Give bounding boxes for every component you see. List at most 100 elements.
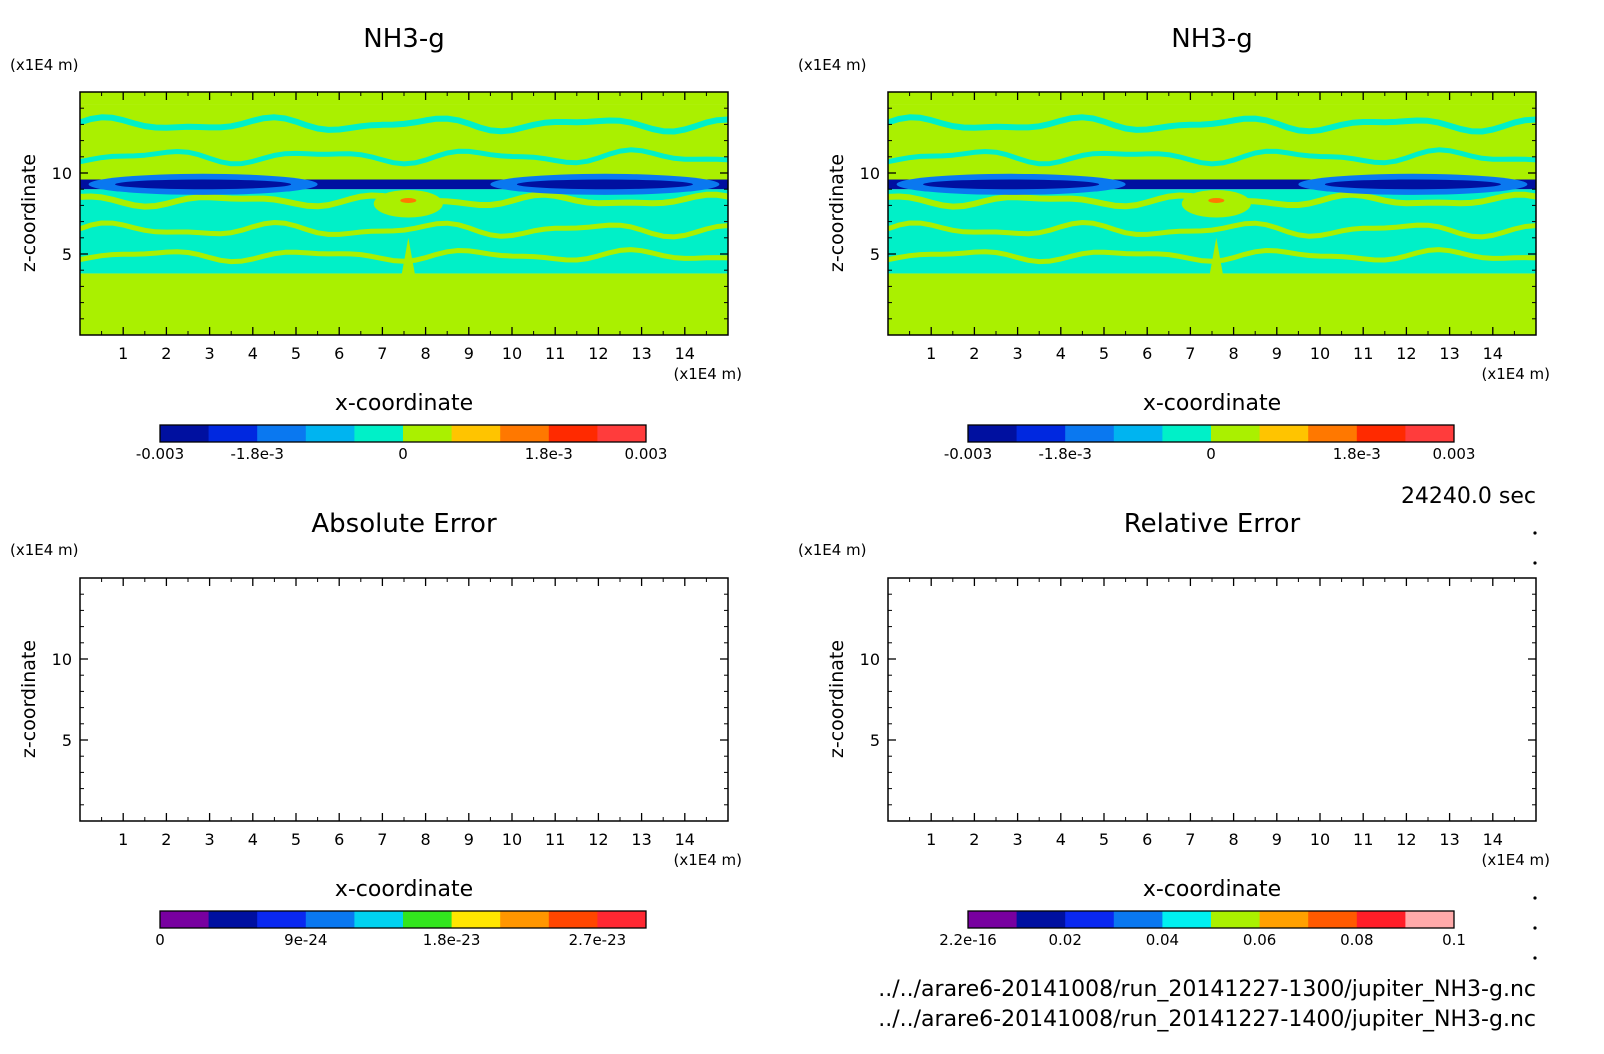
colorbar-tick-label: 0.003 [1433, 445, 1476, 463]
x-ticks: 1 2 3 4 5 6 7 8 9 10 11 12 13 14 [909, 92, 1515, 363]
colorbar-tick-label: 1.8e-23 [423, 931, 481, 949]
x-tick-label: 12 [1396, 830, 1416, 849]
minimum-region [115, 179, 292, 190]
colorbar: 2.2e-16 0.02 0.04 0.06 0.08 0.1 [939, 910, 1466, 949]
colorbar-segment [1162, 911, 1212, 928]
x-ticks: 1 2 3 4 5 6 7 8 9 10 11 12 13 14 [909, 578, 1515, 849]
contour-filament [80, 114, 728, 135]
colorbar-segment [548, 911, 598, 928]
separator-dots [1533, 531, 1537, 960]
colorbar: -0.003 -1.8e-3 0 1.8e-3 0.003 [136, 424, 668, 463]
x-tick-label: 1 [926, 830, 936, 849]
x-tick-label: 13 [1439, 830, 1459, 849]
colorbar-segment [1308, 425, 1358, 442]
colorbar-tick-label: 0.08 [1340, 931, 1373, 949]
x-tick-label: 9 [464, 830, 474, 849]
x-unit-label: (x1E4 m) [1481, 851, 1550, 869]
x-tick-label: 2 [969, 830, 979, 849]
x-tick-label: 3 [1013, 830, 1023, 849]
x-tick-label: 12 [588, 344, 608, 363]
colorbar-tick-label: 0 [155, 931, 165, 949]
x-tick-label: 10 [502, 344, 522, 363]
y-tick-label: 5 [870, 245, 880, 264]
x-tick-label: 12 [1396, 344, 1416, 363]
panel-nh3-left: NH3-g (x1E4 m) 1 2 3 4 5 6 7 8 9 10 11 12 13 14 510 (… [10, 24, 742, 463]
x-ticks: 1 2 3 4 5 6 7 8 9 10 11 12 13 14 [101, 92, 707, 363]
colorbar-segment [1211, 911, 1261, 928]
x-tick-label: 1 [926, 344, 936, 363]
x-tick-label: 7 [377, 830, 387, 849]
colorbar-segment [968, 425, 1018, 442]
colorbar-segment [354, 425, 404, 442]
x-tick-label: 9 [1272, 830, 1282, 849]
separator-dot [1533, 926, 1537, 930]
x-tick-label: 3 [205, 830, 215, 849]
colorbar-frame [159, 424, 647, 443]
file-path-1: ../../arare6-20141008/run_20141227-1300/… [878, 977, 1536, 1002]
x-unit-label: (x1E4 m) [673, 365, 742, 383]
y-axis-label: z-coordinate [826, 640, 848, 758]
colorbar-segment [1065, 425, 1115, 442]
colorbar-segment [1065, 911, 1115, 928]
x-tick-label: 1 [118, 344, 128, 363]
x-tick-label: 13 [631, 830, 651, 849]
colorbar-segment [1113, 911, 1163, 928]
x-tick-label: 2 [161, 830, 171, 849]
panel-absolute-error: Absolute Error (x1E4 m) 1 2 3 4 5 6 7 8 9 10 11 12 1… [10, 509, 742, 949]
y-tick-label: 5 [62, 731, 72, 750]
colorbar-tick-label: 0 [1206, 445, 1216, 463]
colorbar-tick-label: 0.003 [625, 445, 668, 463]
x-tick-label: 4 [1056, 830, 1066, 849]
x-tick-label: 13 [1439, 344, 1459, 363]
panel-relative-error: Relative Error (x1E4 m) 1 2 3 4 5 6 7 8 9 10 11 12 1… [798, 509, 1550, 949]
colorbar-segment [1356, 911, 1406, 928]
colorbar-tick-label: -1.8e-3 [1038, 445, 1091, 463]
y-ticks: 5 10 [52, 593, 728, 806]
colorbar-segment [1162, 425, 1212, 442]
x-tick-label: 9 [464, 344, 474, 363]
minimum-region [516, 179, 693, 190]
x-tick-label: 8 [421, 344, 431, 363]
y-unit-label: (x1E4 m) [798, 541, 867, 559]
colorbar: 0 9e-24 1.8e-23 2.7e-23 [155, 910, 647, 949]
x-tick-label: 1 [118, 830, 128, 849]
colorbar-segment [1113, 425, 1163, 442]
y-tick-label: 10 [52, 650, 72, 669]
x-tick-label: 11 [1353, 830, 1373, 849]
colorbar-segment [354, 911, 404, 928]
colorbar-tick-label: 2.7e-23 [569, 931, 627, 949]
minimum-region [1324, 179, 1501, 190]
x-tick-label: 7 [1185, 830, 1195, 849]
colorbar-segment [1016, 911, 1066, 928]
contour-filament [80, 127, 728, 153]
colorbar-segment [208, 911, 258, 928]
colorbar-segment [160, 425, 210, 442]
panel-nh3-right: NH3-g (x1E4 m) 1 2 3 4 5 6 7 8 9 10 11 12 13 14 510 (… [798, 24, 1550, 463]
x-tick-label: 8 [1229, 830, 1239, 849]
colorbar-frame [967, 910, 1455, 929]
colorbar-tick-label: -1.8e-3 [230, 445, 283, 463]
x-axis-label: x-coordinate [335, 391, 473, 416]
x-tick-label: 6 [1142, 344, 1152, 363]
contour-field [888, 92, 1536, 335]
x-tick-label: 10 [502, 830, 522, 849]
colorbar-segment [968, 911, 1018, 928]
x-tick-label: 11 [545, 344, 565, 363]
contour-field [80, 92, 728, 335]
x-tick-label: 8 [1229, 344, 1239, 363]
x-tick-label: 5 [291, 344, 301, 363]
colorbar-segment [305, 911, 355, 928]
y-tick-label: 10 [860, 650, 880, 669]
x-tick-label: 11 [1353, 344, 1373, 363]
colorbar-segment [1356, 425, 1406, 442]
colorbar-frame [967, 424, 1455, 443]
contour-filament [888, 147, 1536, 167]
x-tick-label: 10 [1310, 344, 1330, 363]
x-tick-label: 14 [675, 830, 695, 849]
file-path-2: ../../arare6-20141008/run_20141227-1400/… [878, 1007, 1536, 1032]
x-tick-label: 2 [161, 344, 171, 363]
x-tick-label: 14 [1483, 344, 1503, 363]
colorbar: -0.003 -1.8e-3 0 1.8e-3 0.003 [944, 424, 1476, 463]
colorbar-segment [1308, 911, 1358, 928]
